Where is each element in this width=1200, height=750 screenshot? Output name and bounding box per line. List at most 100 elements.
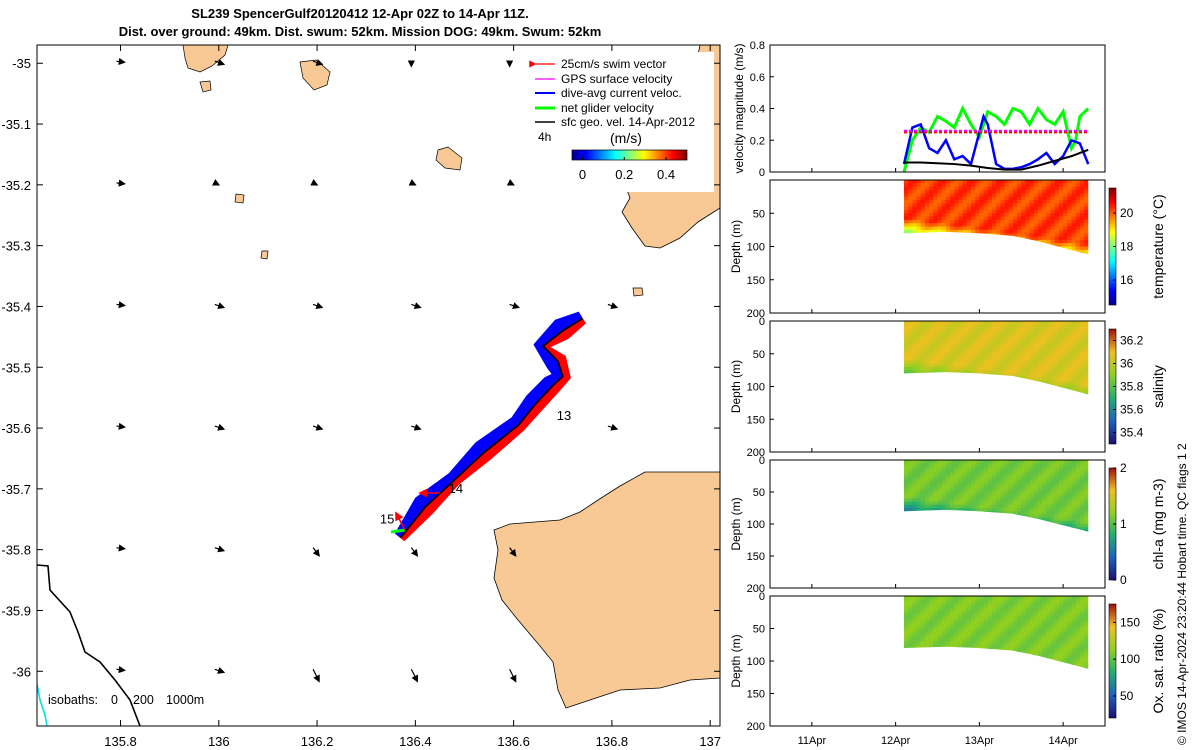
profile-cell <box>1000 189 1006 195</box>
profile-cell <box>987 246 993 251</box>
profile-cell <box>1038 393 1044 395</box>
profile-cell <box>1000 618 1006 623</box>
profile-cell <box>966 393 972 395</box>
profile-cell <box>1084 657 1089 662</box>
profile-cell <box>1017 186 1023 191</box>
profile-cell <box>979 360 985 365</box>
profile-cell <box>971 466 977 471</box>
profile-cell <box>1054 482 1060 487</box>
profile-cell <box>958 373 964 378</box>
profile-cell <box>950 226 956 231</box>
profile-cell <box>1038 383 1044 388</box>
profile-cell <box>1012 661 1019 666</box>
profile-cell <box>945 618 952 623</box>
profile-cell <box>1046 488 1052 493</box>
profile-cell <box>908 239 914 245</box>
profile-cell <box>971 183 977 188</box>
profile-cell <box>916 517 922 522</box>
profile-cell <box>954 189 960 195</box>
profile-cell <box>1017 330 1023 336</box>
profile-cell <box>983 370 989 375</box>
profile-cell <box>1063 482 1069 487</box>
profile-cell <box>1000 183 1006 188</box>
profile-cell <box>1071 599 1077 604</box>
profile-cell <box>1071 203 1077 208</box>
profile-cell <box>1063 622 1069 627</box>
profile-cell <box>1012 615 1019 620</box>
profile-cell <box>987 517 993 522</box>
profile-cell <box>1050 514 1056 519</box>
profile-cell <box>1012 180 1019 185</box>
profile-cell <box>916 213 922 218</box>
profile-cell <box>1038 203 1044 208</box>
profile-cell <box>1004 357 1010 362</box>
profile-cell <box>904 209 910 215</box>
profile-cell <box>1042 376 1048 381</box>
profile-cell <box>963 396 968 400</box>
profile-cell <box>1079 492 1086 497</box>
profile-cell <box>971 393 977 395</box>
profile-cell <box>958 189 964 195</box>
profile-cell <box>916 466 922 471</box>
profile-cell <box>1059 396 1064 400</box>
profile-cell <box>1063 223 1069 228</box>
profile-cell <box>1050 199 1056 205</box>
profile-cell <box>1025 347 1031 352</box>
profile-cell <box>1012 209 1019 215</box>
profile-cell <box>908 625 914 630</box>
profile-cell <box>987 460 993 465</box>
profile-cell <box>1021 472 1027 477</box>
profile-cell <box>1054 615 1060 620</box>
profile-cell <box>962 229 968 235</box>
profile-cell <box>945 472 952 477</box>
profile-cell <box>1079 343 1086 349</box>
profile-cell <box>1021 229 1027 235</box>
profile-cell <box>1054 469 1060 474</box>
geo-vector-arrow <box>214 59 226 66</box>
profile-cell <box>1050 330 1056 336</box>
profile-cell <box>929 383 935 388</box>
profile-cell <box>929 246 935 251</box>
profile-cell <box>1025 648 1031 653</box>
profile-cell <box>1004 226 1010 231</box>
profile-cell <box>929 334 935 339</box>
profile-cell <box>1033 641 1039 646</box>
profile-cell <box>1084 193 1089 198</box>
profile-cell <box>1079 223 1086 228</box>
profile-cell <box>966 203 972 208</box>
profile-cell <box>971 667 977 669</box>
profile-cell <box>1017 485 1023 490</box>
profile-cell <box>908 618 914 623</box>
profile-cell <box>937 324 943 329</box>
profile-cell <box>954 644 960 649</box>
profile-cell <box>962 492 968 497</box>
colorbar-label: chl-a (mg m-3) <box>1150 478 1166 569</box>
profile-cell <box>996 463 1002 468</box>
profile-cell <box>937 219 943 225</box>
profile-cell <box>933 253 939 255</box>
profile-cell <box>979 501 985 506</box>
profile-cell <box>987 376 993 381</box>
colorbar-tick-label: 16 <box>1120 273 1134 287</box>
profile-cell <box>1058 527 1065 532</box>
profile-cell <box>929 466 935 471</box>
profile-cell <box>962 469 968 474</box>
profile-cell <box>1000 334 1006 339</box>
profile-cell <box>1004 641 1010 646</box>
profile-cell <box>1075 180 1081 185</box>
profile-cell <box>920 631 926 636</box>
profile-cell <box>1063 664 1069 669</box>
profile-cell <box>904 337 910 342</box>
profile-cell <box>1042 618 1048 623</box>
profile-cell <box>987 209 993 215</box>
profile-cell <box>1000 256 1005 260</box>
profile-cell <box>933 622 939 627</box>
profile-cell <box>1021 469 1027 474</box>
profile-cell <box>1000 321 1006 326</box>
profile-cell <box>962 393 968 395</box>
profile-cell <box>1021 189 1027 195</box>
profile-cell <box>1008 488 1014 493</box>
profile-cell <box>945 501 952 506</box>
profile-cell <box>950 618 956 623</box>
profile-cell <box>975 370 981 375</box>
